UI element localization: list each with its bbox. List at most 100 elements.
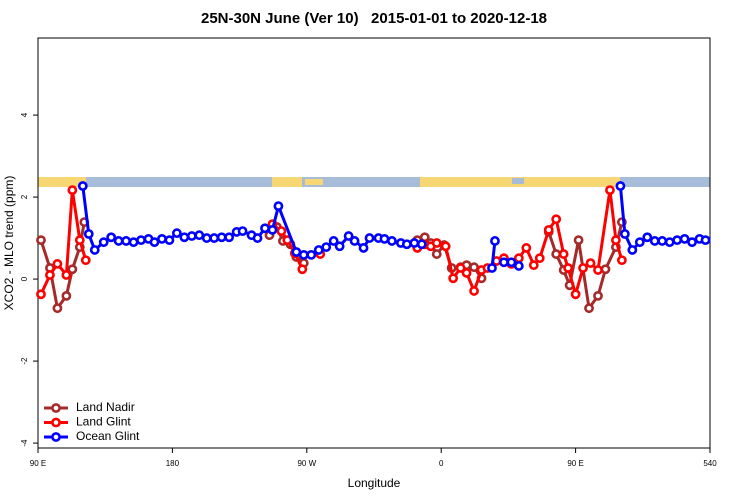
data-point	[157, 233, 167, 244]
data-point	[343, 231, 354, 241]
data-point	[469, 262, 479, 273]
data-point	[528, 260, 539, 271]
data-point	[298, 249, 309, 260]
data-point	[171, 228, 182, 239]
x-axis-label: Longitude	[348, 476, 401, 490]
data-point	[700, 235, 711, 246]
data-point	[179, 232, 190, 243]
data-point	[593, 265, 603, 275]
data-point	[558, 249, 569, 259]
data-point	[349, 236, 360, 246]
data-point	[664, 237, 675, 248]
data-point	[543, 224, 554, 235]
data-point	[36, 235, 46, 246]
y-tick-label: 4	[20, 112, 29, 117]
data-point	[61, 290, 72, 301]
data-point	[98, 237, 109, 248]
data-point	[61, 270, 72, 280]
data-point	[409, 238, 420, 248]
x-tick-label: 90 E	[567, 459, 583, 468]
data-point	[237, 226, 248, 237]
data-point	[679, 233, 690, 244]
data-point	[416, 239, 427, 250]
data-point	[297, 264, 308, 275]
series-line	[81, 185, 706, 269]
data-point	[209, 233, 220, 243]
data-point	[642, 232, 653, 243]
data-point	[593, 290, 603, 301]
data-point	[431, 249, 442, 259]
data-point	[534, 253, 545, 264]
data-point	[136, 235, 146, 246]
data-point	[634, 237, 645, 248]
series	[36, 185, 627, 300]
data-point	[83, 229, 94, 239]
data-point	[80, 255, 91, 266]
data-point	[513, 253, 524, 264]
data-point	[328, 236, 339, 246]
data-point	[521, 243, 532, 253]
data-point	[273, 201, 284, 211]
land-mask	[38, 177, 710, 187]
data-point	[313, 245, 324, 255]
data-point	[499, 257, 509, 268]
data-point	[67, 264, 78, 275]
data-point	[490, 236, 500, 246]
y-tick-label: -2	[20, 357, 29, 365]
data-point	[672, 235, 683, 246]
data-point	[401, 239, 412, 250]
data-point	[52, 259, 63, 269]
data-point	[461, 268, 472, 278]
data-point	[164, 235, 175, 246]
y-tick-label: 0	[20, 276, 29, 281]
land-strip	[305, 179, 323, 185]
data-point	[573, 235, 584, 246]
data-point	[487, 263, 497, 273]
data-point	[585, 258, 596, 268]
data-point	[570, 289, 581, 300]
data-point	[52, 303, 63, 314]
data-point	[387, 236, 397, 246]
data-point	[216, 232, 227, 243]
data-point	[563, 263, 574, 273]
legend-label: Land Glint	[76, 415, 131, 429]
ocean-strip	[38, 177, 710, 187]
data-point	[513, 261, 524, 271]
data-point	[358, 243, 369, 253]
data-point	[616, 255, 627, 266]
series	[77, 181, 711, 273]
data-point	[379, 233, 390, 244]
data-point	[36, 289, 46, 300]
legend-label: Land Nadir	[76, 400, 135, 414]
data-point	[128, 237, 139, 248]
data-point	[113, 236, 124, 246]
data-point	[149, 237, 160, 248]
data-point	[551, 249, 562, 259]
data-point	[291, 247, 302, 257]
data-point	[121, 236, 132, 246]
data-point	[306, 249, 317, 260]
y-tick-label: -4	[20, 439, 29, 447]
data-point	[584, 303, 594, 314]
data-point	[431, 238, 442, 248]
data-point	[627, 245, 638, 255]
chart-title: 25N-30N June (Ver 10) 2015-01-01 to 2020…	[201, 10, 547, 27]
data-point	[201, 233, 212, 243]
data-point	[45, 270, 55, 280]
data-point	[186, 231, 197, 241]
data-point	[260, 223, 270, 234]
data-point	[267, 224, 278, 235]
x-tick-label: 0	[439, 459, 444, 468]
data-point	[605, 185, 615, 196]
data-point	[67, 185, 78, 196]
legend-marker	[51, 417, 61, 428]
data-point	[551, 214, 562, 225]
data-point	[334, 241, 345, 252]
data-point	[578, 263, 588, 273]
data-point	[611, 235, 621, 246]
data-point	[77, 181, 88, 191]
data-point	[619, 229, 630, 239]
data-point	[506, 257, 517, 268]
legend-marker	[51, 432, 61, 442]
